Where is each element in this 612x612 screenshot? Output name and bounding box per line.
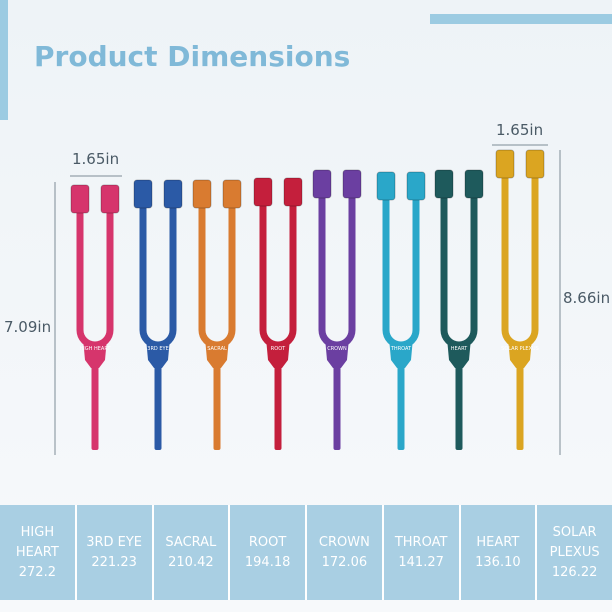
- spec-cell: THROAT 141.27: [383, 505, 459, 600]
- fork-body: [146, 338, 170, 368]
- title: Product Dimensions: [34, 40, 350, 73]
- fork-body: [266, 338, 290, 368]
- fork-tines: [139, 188, 177, 349]
- fork-stem: [333, 366, 341, 450]
- fork-label: SOLAR PLEXUS: [501, 346, 539, 352]
- width-label: 1.65in: [72, 150, 119, 168]
- tuning-fork: SACRAL: [192, 179, 242, 450]
- fork-body: [205, 338, 229, 368]
- chakra-name: HEART: [476, 534, 520, 550]
- fork-tines: [259, 186, 297, 349]
- chakra-name: ROOT: [248, 534, 287, 550]
- spec-cell: ROOT 194.18: [230, 505, 305, 600]
- spec-cell: HIGH HEART 272.2: [0, 505, 75, 600]
- spec-cell: CROWN 172.06: [307, 505, 382, 600]
- fork-label: 3RD EYE: [147, 346, 168, 352]
- tuning-fork: ROOT: [253, 177, 303, 450]
- fork-weight: [133, 179, 153, 209]
- fork-weight: [495, 149, 515, 179]
- tuning-fork: THROAT: [376, 171, 426, 450]
- fork-weight: [406, 171, 426, 201]
- fork-weight: [253, 177, 273, 207]
- fork-body: [508, 338, 532, 368]
- tuning-fork: CROWN: [312, 169, 362, 450]
- tuning-fork: SOLAR PLEXUS: [495, 149, 545, 450]
- fork-body: [83, 338, 107, 368]
- forks: HIGH HEART 3RD EYE SACRAL ROOT CROWN THROAT HE…: [70, 149, 545, 450]
- fork-label: THROAT: [390, 346, 412, 352]
- fork-tines: [501, 158, 539, 349]
- fork-label: HEART: [451, 346, 468, 352]
- fork-weight: [464, 169, 484, 199]
- fork-label: HIGH HEART: [80, 346, 112, 352]
- frequency: 172.06: [321, 554, 368, 570]
- fork-stem: [274, 366, 282, 450]
- fork-tines: [318, 178, 356, 349]
- chakra-name: SOLAR PLEXUS: [549, 524, 600, 560]
- chakra-name: SACRAL: [165, 534, 217, 550]
- fork-stem: [91, 366, 99, 450]
- fork-tines: [382, 180, 420, 349]
- fork-weight: [70, 184, 90, 214]
- accent-bar: [430, 14, 612, 24]
- fork-weight: [525, 149, 545, 179]
- fork-tines: [440, 178, 478, 349]
- fork-weight: [342, 169, 362, 199]
- fork-tines: [76, 193, 114, 349]
- tuning-fork: HIGH HEART: [70, 184, 120, 450]
- height-label: 8.66in: [563, 289, 610, 307]
- fork-weight: [192, 179, 212, 209]
- fork-stem: [397, 366, 405, 450]
- chakra-name: THROAT: [394, 534, 448, 550]
- spec-cell: HEART 136.10: [460, 505, 536, 600]
- chakra-name: CROWN: [318, 534, 370, 550]
- frequency: 136.10: [475, 554, 521, 570]
- fork-tines: [198, 188, 236, 349]
- spec-table: HIGH HEART 272.2 3RD EYE 221.23 SACRAL 210.42…: [0, 505, 612, 600]
- height-label: 7.09in: [4, 318, 51, 336]
- dimension-lines: [54, 144, 561, 455]
- frequency: 141.27: [398, 554, 444, 570]
- illustration: Product Dimensions 1.65in 1.65in 7.09in …: [0, 0, 612, 455]
- frequency: 210.42: [168, 554, 214, 570]
- fork-weight: [163, 179, 183, 209]
- fork-weight: [312, 169, 332, 199]
- fork-stem: [213, 366, 221, 450]
- fork-stem: [455, 366, 463, 450]
- spec-cell: SACRAL 210.42: [153, 505, 229, 600]
- fork-weight: [376, 171, 396, 201]
- frequency: 272.2: [18, 564, 56, 580]
- fork-weight: [100, 184, 120, 214]
- width-label: 1.65in: [496, 121, 543, 139]
- chakra-name: HIGH HEART: [15, 524, 59, 560]
- spec-cell: SOLAR PLEXUS 126.22: [537, 505, 612, 600]
- fork-weight: [434, 169, 454, 199]
- chakra-name: 3RD EYE: [86, 534, 143, 550]
- frequency: 126.22: [551, 564, 598, 580]
- frequency: 221.23: [91, 554, 137, 570]
- fork-body: [389, 338, 413, 368]
- accent-bar: [0, 0, 8, 120]
- fork-label: SACRAL: [207, 346, 227, 352]
- fork-stem: [516, 366, 524, 450]
- tuning-fork: HEART: [434, 169, 484, 450]
- fork-stem: [154, 366, 162, 450]
- frequency: 194.18: [244, 554, 291, 570]
- tuning-fork: 3RD EYE: [133, 179, 183, 450]
- spec-cell: 3RD EYE 221.23: [76, 505, 152, 600]
- fork-label: ROOT: [271, 346, 286, 352]
- fork-body: [325, 338, 349, 368]
- fork-weight: [222, 179, 242, 209]
- fork-label: CROWN: [327, 346, 347, 352]
- fork-body: [447, 338, 471, 368]
- fork-weight: [283, 177, 303, 207]
